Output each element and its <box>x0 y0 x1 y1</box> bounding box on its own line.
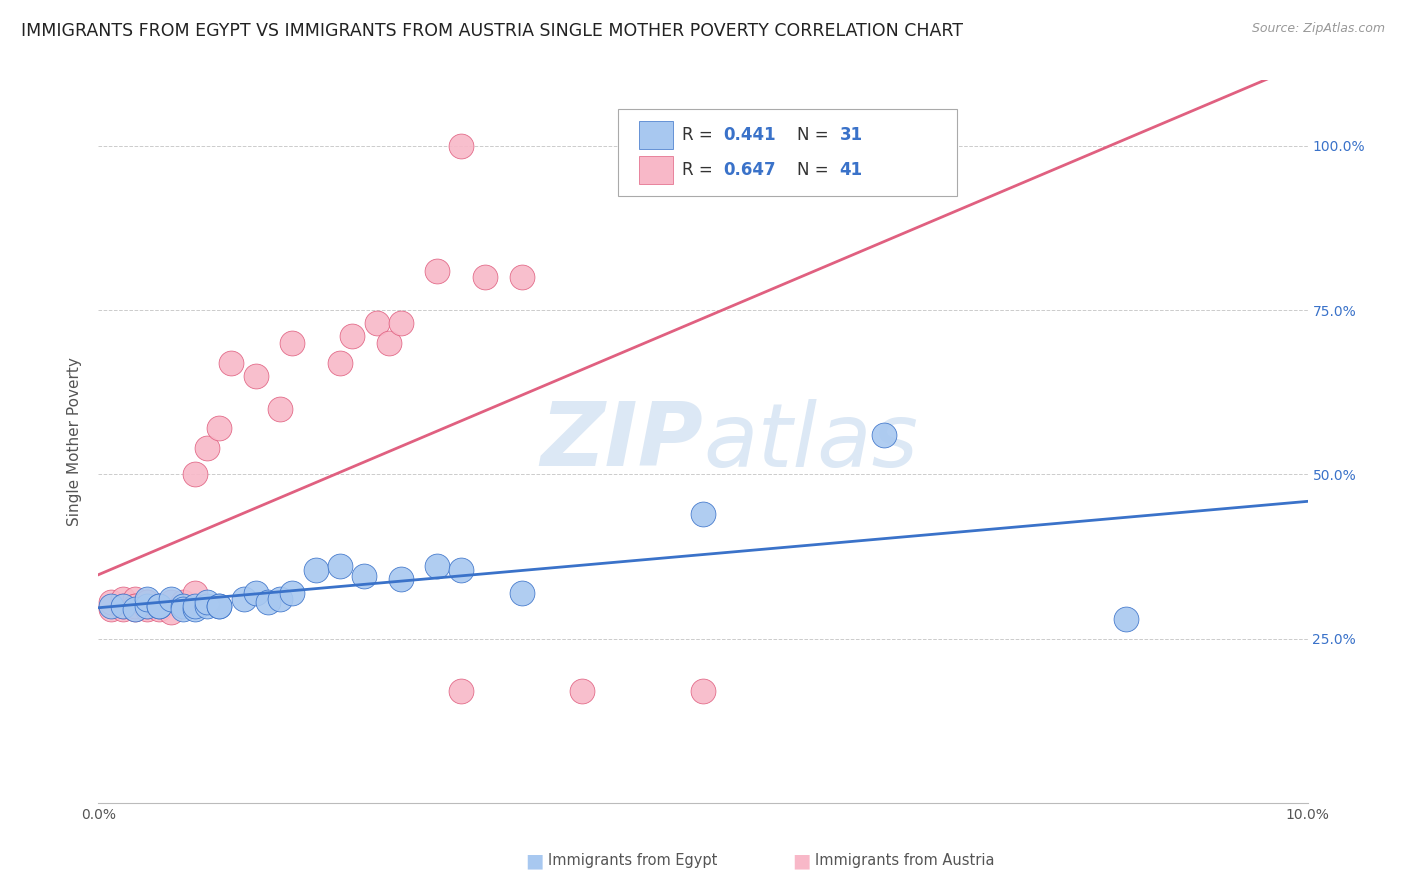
Point <box>111 592 134 607</box>
Y-axis label: Single Mother Poverty: Single Mother Poverty <box>67 357 83 526</box>
FancyBboxPatch shape <box>619 109 957 196</box>
Point <box>450 684 472 698</box>
Point <box>148 599 170 613</box>
Point <box>426 264 449 278</box>
Point <box>377 336 399 351</box>
Point <box>305 563 328 577</box>
Point <box>450 563 472 577</box>
Point <box>426 559 449 574</box>
Point <box>148 602 170 616</box>
Text: Immigrants from Egypt: Immigrants from Egypt <box>548 854 717 868</box>
Point <box>124 592 146 607</box>
Point <box>148 599 170 613</box>
Text: N =: N = <box>797 161 834 179</box>
Point <box>124 599 146 613</box>
Text: ■: ■ <box>524 851 544 871</box>
Text: 41: 41 <box>839 161 863 179</box>
Point <box>208 599 231 613</box>
Point <box>269 401 291 416</box>
Point <box>389 573 412 587</box>
Point <box>232 592 254 607</box>
Text: R =: R = <box>682 126 718 144</box>
Point <box>329 356 352 370</box>
Point <box>184 599 207 613</box>
Point <box>389 316 412 330</box>
Point <box>135 599 157 613</box>
Text: ZIP: ZIP <box>540 398 703 485</box>
Point <box>111 599 134 613</box>
Point <box>100 595 122 609</box>
Text: atlas: atlas <box>703 399 918 484</box>
Text: 0.647: 0.647 <box>724 161 776 179</box>
Point <box>873 428 896 442</box>
Point <box>450 139 472 153</box>
Point <box>571 684 593 698</box>
Point <box>342 329 364 343</box>
Text: R =: R = <box>682 161 718 179</box>
Bar <box>638 121 673 149</box>
Point <box>124 599 146 613</box>
Point <box>100 599 122 613</box>
Point <box>172 599 194 613</box>
Point <box>245 368 267 383</box>
Point <box>160 592 183 607</box>
Point <box>510 270 533 285</box>
Point <box>510 585 533 599</box>
Point <box>208 599 231 613</box>
Text: ■: ■ <box>792 851 811 871</box>
Point <box>160 605 183 619</box>
Text: 31: 31 <box>839 126 863 144</box>
Bar <box>638 156 673 184</box>
Point <box>111 602 134 616</box>
Point <box>160 595 183 609</box>
Point <box>100 599 122 613</box>
Point <box>172 595 194 609</box>
Point <box>221 356 243 370</box>
Point <box>184 585 207 599</box>
Point <box>269 592 291 607</box>
Point <box>111 599 134 613</box>
Point <box>184 602 207 616</box>
Point <box>195 441 218 455</box>
Point <box>124 602 146 616</box>
Point <box>1115 612 1137 626</box>
Point <box>135 595 157 609</box>
Point <box>281 585 304 599</box>
Point <box>281 336 304 351</box>
Point <box>208 421 231 435</box>
Point <box>256 595 278 609</box>
Point <box>135 599 157 613</box>
Point <box>353 569 375 583</box>
Point <box>195 595 218 609</box>
Text: 0.441: 0.441 <box>724 126 776 144</box>
Point <box>692 507 714 521</box>
Point <box>172 599 194 613</box>
Text: N =: N = <box>797 126 834 144</box>
Point <box>148 599 170 613</box>
Text: Source: ZipAtlas.com: Source: ZipAtlas.com <box>1251 22 1385 36</box>
Point <box>474 270 496 285</box>
Point <box>366 316 388 330</box>
Point <box>124 602 146 616</box>
Point <box>135 592 157 607</box>
Point <box>172 602 194 616</box>
Text: Immigrants from Austria: Immigrants from Austria <box>815 854 995 868</box>
Point <box>135 595 157 609</box>
Point <box>329 559 352 574</box>
Point <box>692 684 714 698</box>
Point <box>111 599 134 613</box>
Point <box>245 585 267 599</box>
Point <box>100 602 122 616</box>
Point <box>184 467 207 482</box>
Text: IMMIGRANTS FROM EGYPT VS IMMIGRANTS FROM AUSTRIA SINGLE MOTHER POVERTY CORRELATI: IMMIGRANTS FROM EGYPT VS IMMIGRANTS FROM… <box>21 22 963 40</box>
Point <box>135 602 157 616</box>
Point <box>195 599 218 613</box>
